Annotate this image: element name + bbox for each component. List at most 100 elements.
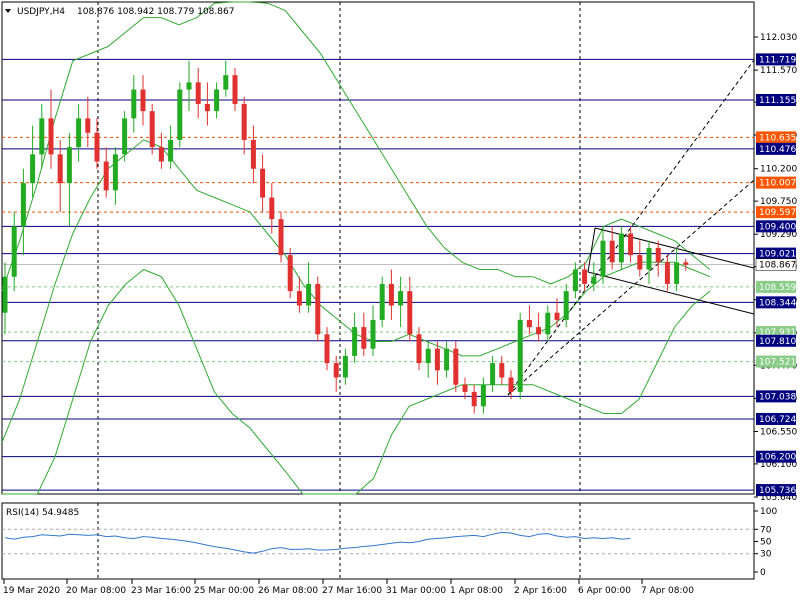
candle-body	[407, 291, 413, 335]
candle	[195, 67, 201, 119]
candle	[453, 341, 459, 392]
candle-body	[76, 118, 82, 148]
candle	[646, 240, 652, 284]
candle-body	[453, 348, 459, 385]
chevron-down-icon[interactable]	[5, 9, 11, 13]
candle	[425, 341, 431, 378]
rising-channel-upper-line[interactable]	[507, 59, 755, 396]
level-price-label: 111.155	[759, 96, 796, 106]
level-price-label: 106.724	[759, 415, 796, 425]
candle-body	[112, 154, 118, 191]
candle-body	[333, 363, 339, 378]
candle	[48, 89, 54, 169]
candle	[214, 82, 220, 119]
candle-body	[287, 255, 293, 292]
candle-body	[508, 377, 514, 392]
candle	[398, 276, 404, 328]
falling-channel-start-line[interactable]	[587, 227, 596, 273]
level-price-badge	[756, 484, 796, 497]
time-tick-label: 6 Apr 00:00	[578, 586, 631, 596]
candle	[416, 327, 422, 371]
candle	[582, 262, 588, 292]
candle	[554, 298, 560, 328]
candle	[664, 255, 670, 292]
candle	[434, 341, 440, 385]
price-tick-label: 110.200	[760, 165, 797, 175]
level-price-badge	[756, 450, 796, 463]
candle	[306, 262, 312, 313]
time-tick-label: 19 Mar 2020	[3, 586, 60, 596]
candle	[315, 276, 321, 342]
candle	[158, 132, 164, 169]
candle-body	[260, 168, 266, 198]
candle-body	[517, 319, 523, 392]
candle	[112, 147, 118, 205]
symbol-label: USDJPY,H4	[17, 7, 65, 17]
candle-body	[628, 233, 634, 256]
candle-body	[250, 139, 256, 169]
level-price-label: 109.597	[759, 208, 796, 218]
candle	[591, 262, 597, 292]
level-price-label: 105.736	[759, 486, 796, 496]
candle	[278, 211, 284, 263]
level-price-label: 107.521	[759, 358, 796, 368]
level-price-label: 107.931	[759, 328, 796, 338]
falling-channel-lower-line[interactable]	[587, 271, 755, 315]
rising-channel-lower-line[interactable]	[507, 179, 755, 396]
candle	[600, 226, 606, 284]
candle	[103, 147, 109, 198]
candle-body	[554, 312, 560, 320]
candle-body	[204, 103, 210, 112]
level-price-label: 110.007	[759, 179, 796, 189]
level-price-badge	[756, 131, 796, 144]
candle-body	[388, 283, 394, 306]
level-price-badge	[756, 53, 796, 66]
candle	[149, 103, 155, 155]
price-level-lines	[2, 58, 754, 491]
level-price-badge	[756, 93, 796, 106]
candle-body	[66, 147, 72, 184]
candle-body	[425, 348, 431, 364]
candle-body	[655, 247, 661, 263]
candle-body	[131, 89, 137, 119]
rsi-axis: 100 70 50 30 0	[754, 507, 777, 578]
level-price-label: 107.038	[759, 392, 796, 402]
candle	[471, 384, 477, 414]
level-price-label: 108.559	[759, 283, 796, 293]
candle	[296, 276, 302, 313]
candle-body	[269, 197, 275, 220]
candle-body	[177, 89, 183, 140]
price-tick-label: 106.550	[760, 427, 797, 437]
candle-body	[490, 363, 496, 385]
candle	[637, 240, 643, 277]
candle-body	[11, 226, 17, 277]
candle	[517, 312, 523, 400]
candle-body	[499, 363, 505, 378]
candle	[204, 82, 210, 126]
candle-body	[370, 319, 376, 349]
candle	[287, 247, 293, 299]
candle	[379, 276, 385, 328]
candle	[655, 240, 661, 277]
candle-body	[342, 355, 348, 378]
price-tick-label: 105.640	[760, 493, 797, 503]
candle-body	[195, 82, 201, 104]
candle-body	[646, 247, 652, 270]
candle-body	[683, 262, 689, 265]
time-tick-label: 20 Mar 08:00	[66, 586, 126, 596]
level-price-badge	[756, 296, 796, 309]
candle-body	[20, 183, 26, 227]
candle	[177, 82, 183, 148]
level-price-label: 110.635	[759, 133, 796, 143]
candle-body	[315, 283, 321, 335]
candle-body	[591, 276, 597, 284]
candle	[250, 125, 256, 184]
rsi-tick-label: 30	[760, 550, 772, 560]
candle	[407, 276, 413, 342]
bollinger-upper-band	[1, 1, 711, 292]
price-tick-label: 111.570	[760, 66, 797, 76]
candle-body	[158, 147, 164, 162]
candle-body	[609, 240, 615, 263]
